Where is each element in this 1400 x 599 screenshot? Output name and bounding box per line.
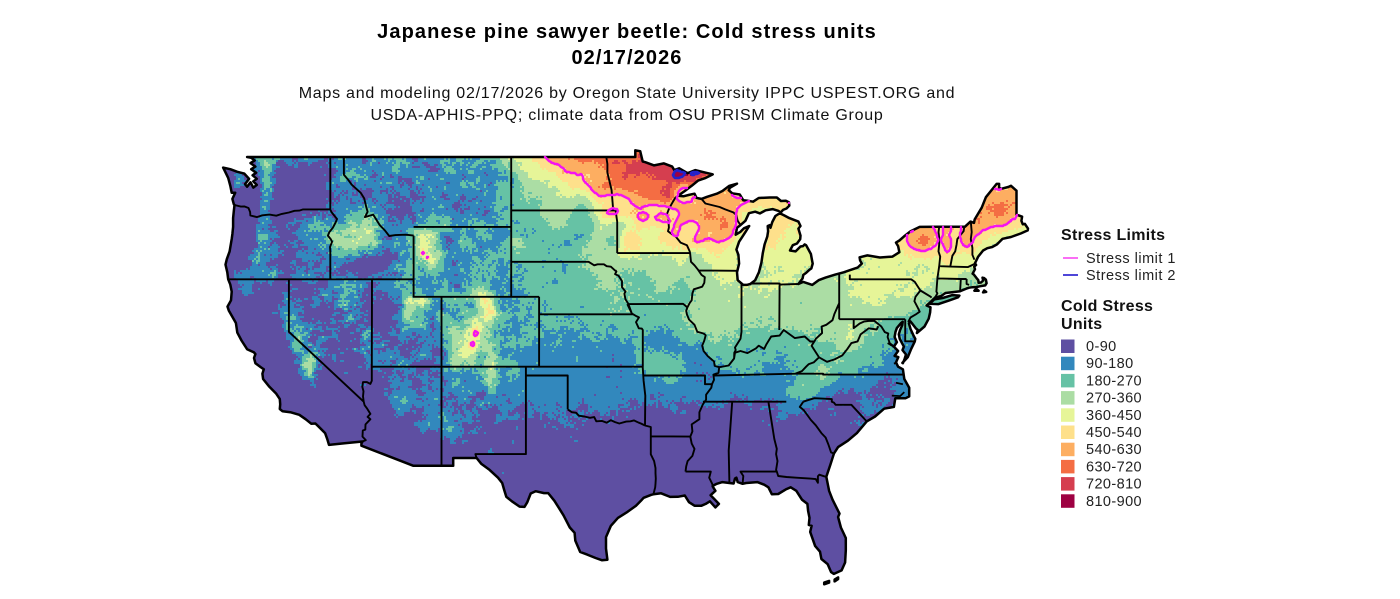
svg-text:540-630: 540-630 xyxy=(1086,442,1142,458)
svg-text:630-720: 630-720 xyxy=(1086,459,1142,475)
svg-text:Stress limit 2: Stress limit 2 xyxy=(1086,268,1176,284)
svg-text:Japanese pine sawyer beetle: C: Japanese pine sawyer beetle: Cold stress… xyxy=(377,21,877,43)
svg-text:810-900: 810-900 xyxy=(1086,494,1142,510)
svg-text:Cold Stress: Cold Stress xyxy=(1061,298,1153,315)
svg-text:720-810: 720-810 xyxy=(1086,477,1142,493)
svg-text:Maps and modeling 02/17/2026 b: Maps and modeling 02/17/2026 by Oregon S… xyxy=(299,85,956,102)
svg-text:Units: Units xyxy=(1061,316,1103,333)
svg-text:USDA-APHIS-PPQ; climate data f: USDA-APHIS-PPQ; climate data from OSU PR… xyxy=(370,107,883,124)
svg-text:0-90: 0-90 xyxy=(1086,339,1117,355)
svg-text:450-540: 450-540 xyxy=(1086,425,1142,441)
svg-text:360-450: 360-450 xyxy=(1086,408,1142,424)
svg-text:90-180: 90-180 xyxy=(1086,356,1134,372)
svg-text:02/17/2026: 02/17/2026 xyxy=(571,47,682,69)
svg-text:180-270: 180-270 xyxy=(1086,373,1142,389)
svg-text:270-360: 270-360 xyxy=(1086,391,1142,407)
svg-text:Stress limit 1: Stress limit 1 xyxy=(1086,251,1176,267)
svg-text:Stress Limits: Stress Limits xyxy=(1061,227,1165,244)
